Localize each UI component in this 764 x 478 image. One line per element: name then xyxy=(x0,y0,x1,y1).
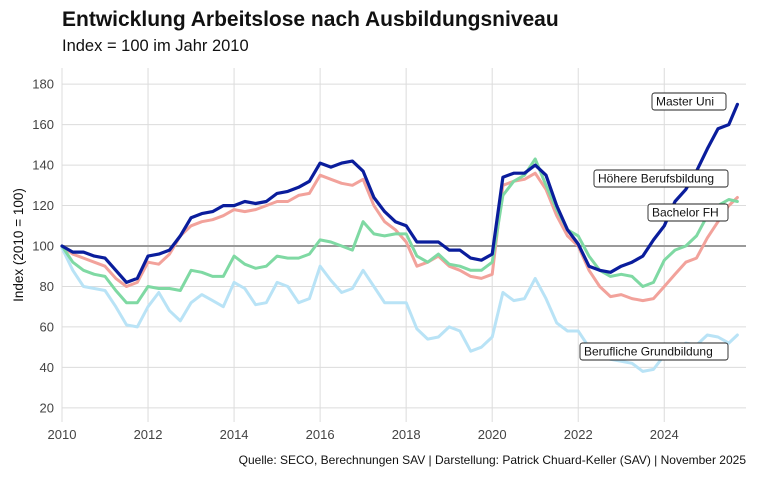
y-tick-label: 140 xyxy=(32,158,54,173)
label-bachelor-fh: Bachelor FH xyxy=(647,203,729,222)
x-tick-label: 2018 xyxy=(392,427,421,442)
label-master-uni: Master Uni xyxy=(651,92,727,111)
y-tick-label: 180 xyxy=(32,77,54,92)
series-line-berufliche-grundbildung xyxy=(60,246,739,373)
series-labels: Master Uni Höhere Berufsbildung Bachelor F… xyxy=(579,92,729,361)
y-axis-label: Index (2010 = 100) xyxy=(11,188,26,302)
x-tick-label: 2020 xyxy=(478,427,507,442)
y-tick-label: 20 xyxy=(40,400,54,415)
y-tick-label: 40 xyxy=(40,360,54,375)
chart-title: Entwicklung Arbeitslose nach Ausbildungs… xyxy=(62,8,559,31)
x-tick-label: 2022 xyxy=(564,427,593,442)
x-tick-label: 2014 xyxy=(220,427,249,442)
label-hoehere-berufsbildung: Höhere Berufsbildung xyxy=(593,169,729,188)
x-tick-label: 2012 xyxy=(134,427,163,442)
source-note: Quelle: SECO, Berechnungen SAV | Darstel… xyxy=(238,453,746,467)
x-tick-label: 2016 xyxy=(306,427,335,442)
y-tick-label: 80 xyxy=(40,279,54,294)
label-berufliche-grundbildung-text: Berufliche Grundbildung xyxy=(584,345,713,359)
y-tick-label: 120 xyxy=(32,198,54,213)
label-bachelor-fh-box xyxy=(647,203,729,222)
grid-lines xyxy=(61,68,746,422)
y-tick-label: 100 xyxy=(32,239,54,254)
label-bachelor-fh-text: Bachelor FH xyxy=(652,206,719,220)
label-hoehere-berufsbildung-text: Höhere Berufsbildung xyxy=(598,172,714,186)
label-berufliche-grundbildung-box xyxy=(579,342,729,361)
chart-subtitle: Index = 100 im Jahr 2010 xyxy=(62,37,249,55)
y-axis-ticks: 20 40 60 80 100 120 140 160 180 xyxy=(32,77,54,416)
series-line-h-here-berufsbildung xyxy=(60,157,739,305)
y-tick-label: 60 xyxy=(40,319,54,334)
x-tick-label: 2010 xyxy=(48,427,77,442)
series-line-master-uni xyxy=(60,102,740,284)
label-hoehere-berufsbildung-box xyxy=(593,169,729,188)
y-tick-label: 160 xyxy=(32,117,54,132)
x-axis-ticks: 2010 2012 2014 2016 2018 2020 2022 2024 xyxy=(48,427,679,442)
label-master-uni-text: Master Uni xyxy=(656,95,714,109)
label-berufliche-grundbildung: Berufliche Grundbildung xyxy=(579,342,729,361)
x-tick-label: 2024 xyxy=(650,427,679,442)
label-master-uni-box xyxy=(651,92,727,111)
series-lines xyxy=(60,102,740,373)
